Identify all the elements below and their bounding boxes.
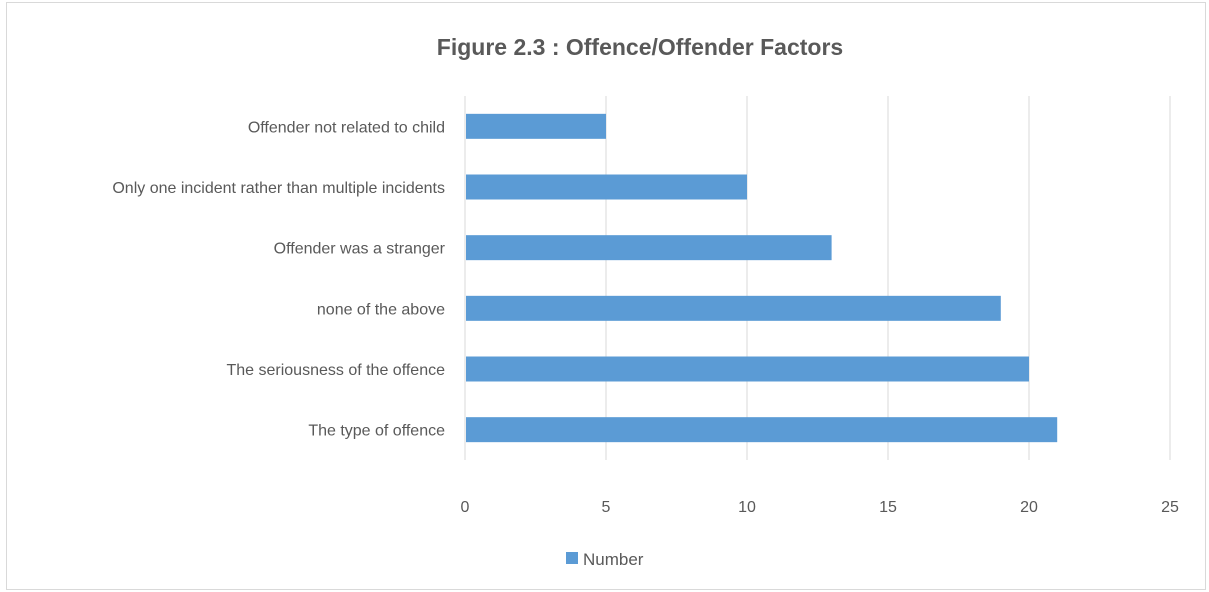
category-label: Offender was a stranger — [274, 241, 446, 258]
chart-title: Figure 2.3 : Offence/Offender Factors — [437, 34, 843, 60]
x-tick-label: 25 — [1161, 499, 1179, 516]
category-label: The seriousness of the offence — [226, 362, 445, 379]
x-tick-label: 10 — [738, 499, 756, 516]
x-tick-labels: 0 5 10 15 20 25 — [461, 499, 1179, 516]
bars — [466, 113, 1058, 443]
x-tick-label: 20 — [1020, 499, 1038, 516]
category-label: none of the above — [317, 301, 445, 318]
category-labels: Offender not related to child Only one in… — [112, 119, 445, 439]
bar — [466, 235, 832, 261]
x-tick-label: 15 — [879, 499, 897, 516]
bar — [466, 295, 1001, 321]
bar — [466, 417, 1058, 443]
category-label: Only one incident rather than multiple i… — [112, 180, 445, 197]
category-label: The type of offence — [308, 423, 445, 440]
legend-swatch — [566, 552, 578, 564]
category-label: Offender not related to child — [248, 119, 445, 136]
x-tick-label: 5 — [602, 499, 611, 516]
bar — [466, 174, 747, 200]
bar — [466, 356, 1029, 382]
legend-label: Number — [583, 550, 644, 569]
gridlines — [464, 96, 1171, 460]
x-tick-label: 0 — [461, 499, 470, 516]
bar — [466, 113, 606, 139]
legend: Number — [566, 550, 644, 569]
